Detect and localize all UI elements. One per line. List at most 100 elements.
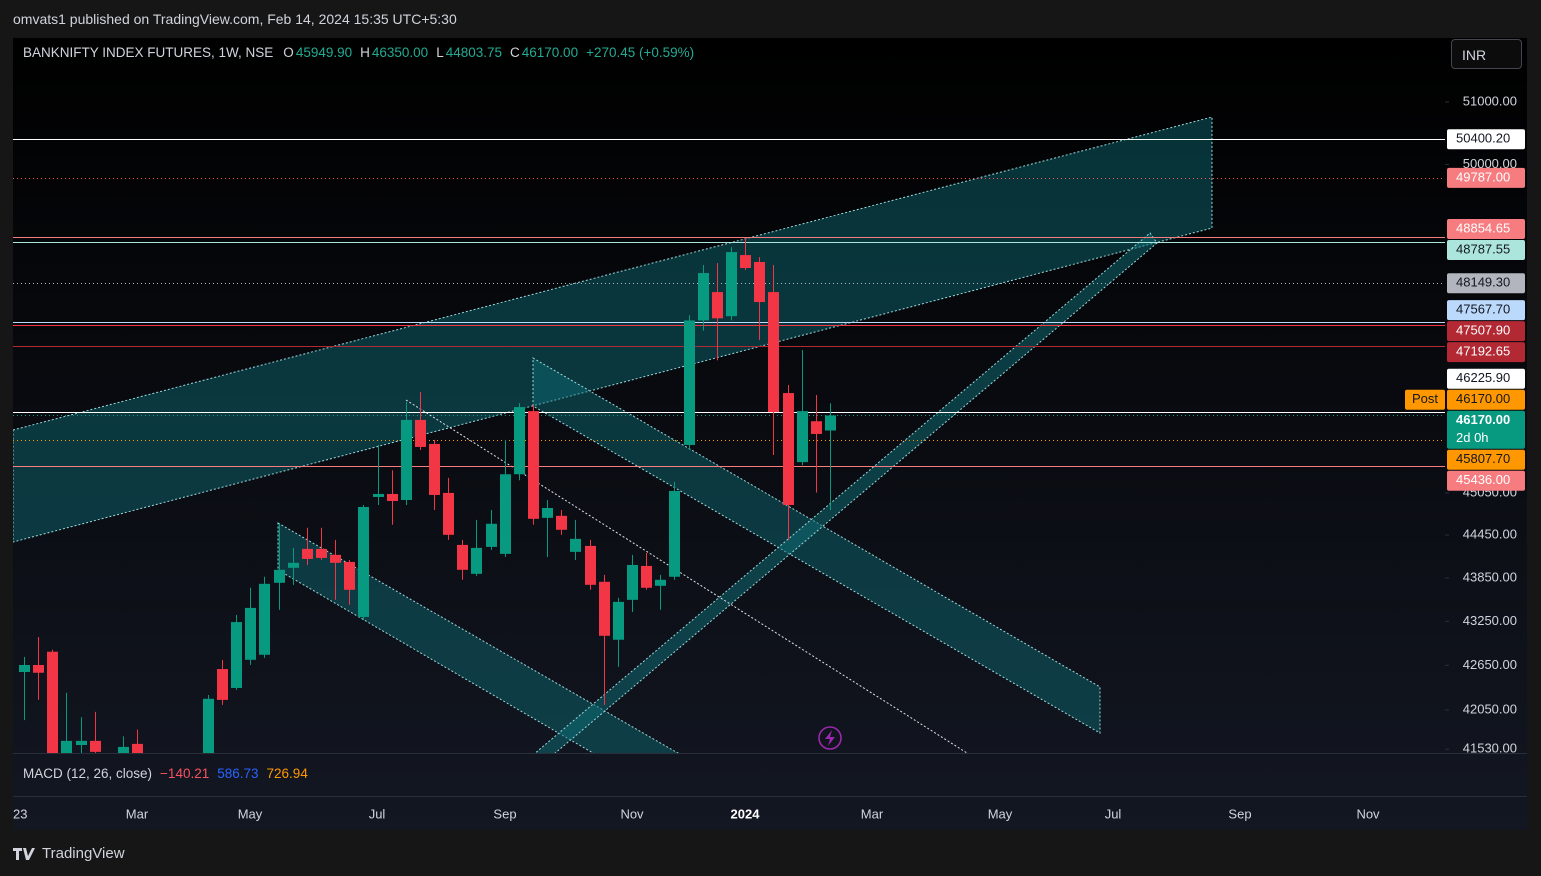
x-tick-label: Mar — [861, 806, 884, 821]
candle-body — [76, 740, 87, 746]
ohlc-value: 44803.75 — [445, 45, 503, 60]
drawings — [13, 116, 1213, 753]
candle-body — [387, 493, 398, 501]
x-tick-label: Nov — [620, 806, 644, 821]
x-tick-label: Jul — [369, 806, 386, 821]
candle-body — [514, 407, 525, 475]
price-label-box — [1447, 300, 1525, 321]
brand-name: TradingView — [42, 845, 125, 862]
replay-icon[interactable] — [818, 726, 842, 750]
candle-body — [330, 554, 341, 563]
session-tag: Post — [1412, 391, 1438, 406]
candle-body — [217, 669, 228, 700]
candle-body — [570, 538, 581, 552]
y-tick-label: 41530.00 — [1463, 741, 1517, 756]
candle-body — [641, 565, 652, 588]
x-tick-label: May — [988, 806, 1013, 821]
price-label: 48787.55 — [1456, 241, 1510, 256]
candle-body — [613, 601, 624, 640]
price-label-box — [1447, 240, 1525, 261]
ohlc-key: L — [436, 45, 444, 60]
brand-logo — [13, 848, 35, 860]
x-tick-label: Jul — [1105, 806, 1122, 821]
candle-body — [274, 569, 285, 583]
candle-body — [231, 622, 242, 688]
price-label: 48854.65 — [1456, 220, 1510, 235]
candle-body — [655, 579, 666, 586]
symbol-legend: BANKNIFTY INDEX FUTURES, 1W, NSE O 45949.9… — [23, 45, 696, 60]
price-label: 46170.00 — [1456, 391, 1510, 406]
indicator-value: 726.94 — [266, 766, 308, 781]
price-label-box — [1447, 321, 1525, 342]
candle-body — [373, 493, 384, 497]
y-tick-label: 51000.00 — [1463, 93, 1517, 108]
indicator-name: MACD (12, 26, close) — [23, 766, 153, 781]
price-label: 47507.90 — [1456, 323, 1510, 338]
y-tick-label: 42050.00 — [1463, 701, 1517, 716]
candle-body — [429, 443, 440, 495]
session-tag-box — [1405, 389, 1445, 410]
candle-body — [627, 564, 638, 600]
ohlc-value: 46350.00 — [371, 45, 429, 60]
candle-body — [33, 664, 44, 673]
x-tick-label: May — [238, 806, 263, 821]
candle-body — [302, 548, 313, 559]
price-label: 48149.30 — [1456, 275, 1510, 290]
price-label: 49787.00 — [1456, 169, 1510, 184]
candles — [19, 238, 836, 753]
y-tick-label: 50000.00 — [1463, 156, 1517, 171]
change: +270.45 (+0.59%) — [586, 45, 695, 60]
ohlc-value: 45949.90 — [295, 45, 353, 60]
icon-ring[interactable] — [818, 726, 842, 750]
candle-body — [259, 583, 270, 655]
x-tick-label: Sep — [493, 806, 516, 821]
candle-body — [726, 252, 737, 317]
price-label-box — [1447, 273, 1525, 294]
candle-body — [486, 523, 497, 547]
indicator-legend: MACD (12, 26, close) −140.21 586.73 726.94 — [23, 766, 316, 781]
candle-body — [132, 743, 143, 753]
countdown: 2d 0h — [1456, 430, 1489, 445]
price-label-box — [1447, 167, 1525, 188]
candle-body — [712, 292, 723, 319]
candle-body — [740, 255, 751, 269]
icon-bolt[interactable] — [825, 730, 835, 746]
candle-body — [471, 547, 482, 574]
y-tick-label: 42650.00 — [1463, 657, 1517, 672]
price-label: 46170.00 — [1456, 412, 1510, 427]
indicator-value: −140.21 — [160, 766, 210, 781]
candle-body — [118, 746, 129, 753]
falling-channel — [277, 522, 679, 753]
indicator-value: 586.73 — [217, 766, 259, 781]
rising-channel — [13, 116, 1213, 543]
x-tick-label: 23 — [13, 806, 27, 821]
candle-body — [825, 415, 836, 431]
price-label-box — [1447, 470, 1525, 491]
currency-button[interactable]: INR — [1451, 39, 1522, 69]
candle-body — [61, 740, 72, 753]
candle-body — [542, 507, 553, 518]
symbol: BANKNIFTY INDEX FUTURES, 1W, NSE — [23, 45, 274, 60]
candle-body — [90, 740, 101, 752]
price-label: 47192.65 — [1456, 344, 1510, 359]
price-label-box — [1447, 129, 1525, 150]
price-label-box — [1447, 342, 1525, 363]
price-label: 45436.00 — [1456, 472, 1510, 487]
x-tick-label: Sep — [1228, 806, 1251, 821]
candle-body — [443, 492, 454, 535]
candle-body — [783, 393, 794, 505]
price-label: 47567.70 — [1456, 302, 1510, 317]
ohlc-key: O — [283, 45, 294, 60]
ohlc-key: H — [360, 45, 370, 60]
price-label: 50400.20 — [1456, 131, 1510, 146]
price-label-box — [1447, 389, 1525, 410]
chart-background — [13, 38, 1527, 830]
candle-body — [288, 562, 299, 568]
candle-body — [457, 544, 468, 570]
time-axis: 23 Mar May Jul Sep Nov 2024 Mar May Jul Sep Nov — [13, 806, 1380, 821]
candle-body — [528, 411, 539, 519]
candle-body — [245, 607, 256, 660]
x-tick-label: Nov — [1356, 806, 1380, 821]
candle-body — [811, 421, 822, 434]
